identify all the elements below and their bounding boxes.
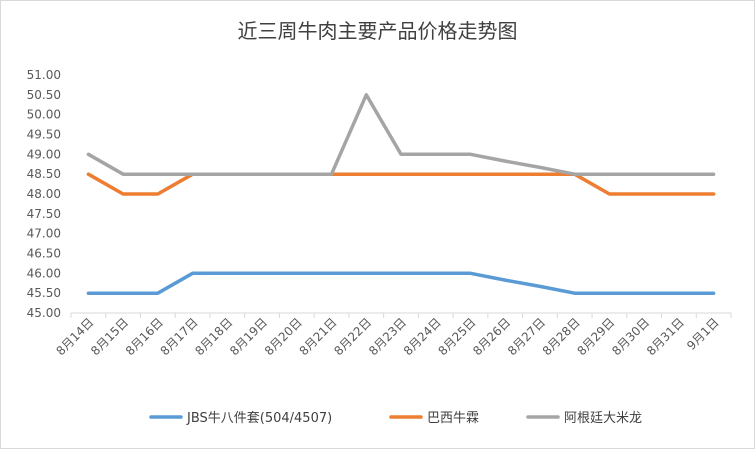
x-tick-label: 8月22日 (331, 315, 374, 358)
series-line-3 (88, 95, 713, 174)
x-tick-label: 8月27日 (505, 315, 548, 358)
x-tick-label: 8月19日 (227, 315, 270, 358)
x-tick-label: 8月28日 (540, 315, 583, 358)
y-tick-label: 48.00 (27, 187, 61, 201)
y-tick-label: 46.50 (27, 247, 61, 261)
y-axis-tick-labels: 45.00 45.50 46.00 46.50 47.00 47.50 48.00 48.50… (27, 68, 61, 320)
y-tick-label: 49.50 (27, 128, 61, 142)
y-tick-label: 48.50 (27, 167, 61, 181)
x-tick-label: 8月14日 (53, 315, 96, 358)
x-tick-label: 8月25日 (436, 315, 479, 358)
x-tick-label: 8月26日 (470, 315, 513, 358)
legend-label: JBS牛八件套(504/4507) (186, 410, 332, 426)
x-tick-label: 8月15日 (88, 315, 131, 358)
x-tick-label: 8月20日 (262, 315, 305, 358)
legend-label: 阿根廷大米龙 (564, 411, 642, 426)
series-layer (88, 95, 713, 293)
y-tick-label: 50.50 (27, 88, 61, 102)
x-tick-label: 8月31日 (644, 315, 687, 358)
x-tick-label: 8月23日 (366, 315, 409, 358)
x-tick-label: 8月21日 (297, 315, 340, 358)
x-axis: 8月14日8月15日8月16日8月17日8月18日8月19日8月20日8月21日… (53, 313, 731, 358)
x-tick-label: 8月16日 (123, 315, 166, 358)
x-tick-label: 8月29日 (574, 315, 617, 358)
x-tick-label: 9月1日 (684, 315, 722, 353)
y-tick-label: 47.00 (27, 227, 61, 241)
y-tick-label: 47.50 (27, 207, 61, 221)
series-line-2 (88, 174, 713, 194)
x-tick-label: 8月24日 (401, 315, 444, 358)
y-tick-label: 50.00 (27, 108, 61, 122)
legend-label: 巴西牛霖 (427, 411, 479, 426)
y-tick-label: 49.00 (27, 147, 61, 161)
y-tick-label: 51.00 (27, 68, 61, 82)
y-tick-label: 46.00 (27, 266, 61, 280)
series-line-1 (88, 273, 713, 293)
legend: JBS牛八件套(504/4507) 巴西牛霖 阿根廷大米龙 (151, 410, 642, 426)
y-tick-label: 45.50 (27, 286, 61, 300)
x-tick-label: 8月17日 (158, 315, 201, 358)
x-tick-label: 8月18日 (192, 315, 235, 358)
x-tick-label: 8月30日 (609, 315, 652, 358)
y-tick-label: 45.00 (27, 306, 61, 320)
